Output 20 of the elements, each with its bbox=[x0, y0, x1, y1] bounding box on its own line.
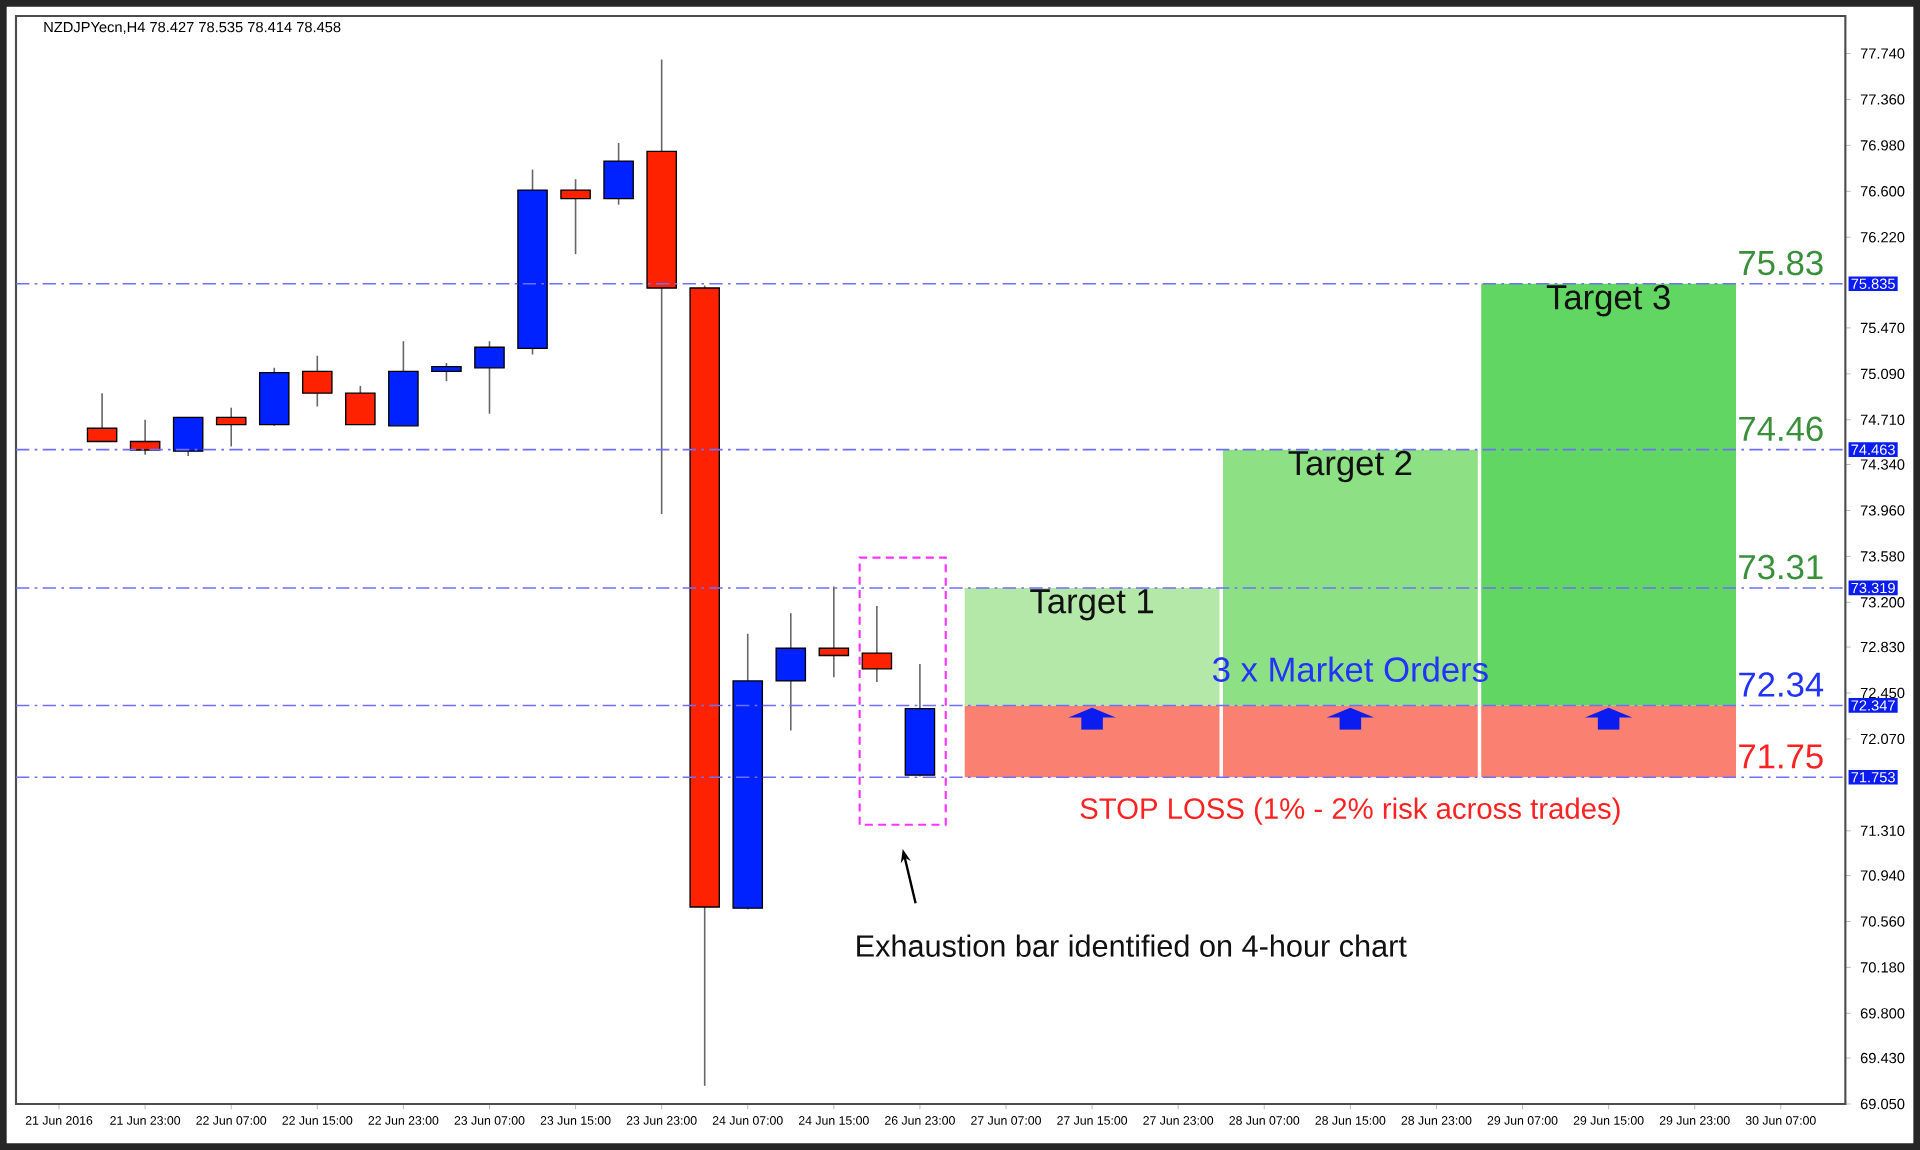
annotation: 73.31 bbox=[1739, 554, 1823, 580]
annotation: 72.34 bbox=[1739, 672, 1824, 697]
annotation: Target 2 bbox=[1288, 450, 1412, 483]
annotation: Target 1 bbox=[1030, 589, 1154, 621]
annotation: 71.75 bbox=[1739, 744, 1823, 769]
annotation: Target 3 bbox=[1546, 284, 1670, 317]
candlestick bbox=[775, 612, 807, 732]
candlestick bbox=[861, 605, 893, 683]
candlestick bbox=[129, 418, 161, 456]
annotation: Exhaustion bar identified on 4-hour chart bbox=[857, 934, 1407, 957]
annotation: 75.83 bbox=[1739, 250, 1823, 276]
candlestick bbox=[215, 406, 247, 448]
annotation: 74.46 bbox=[1739, 416, 1823, 442]
candlestick bbox=[646, 58, 677, 515]
candlestick bbox=[388, 340, 419, 427]
candlestick bbox=[818, 585, 850, 679]
annotation: STOP LOSS (1% - 2% risk across trades) bbox=[1080, 797, 1620, 825]
candlestick bbox=[172, 416, 204, 457]
candlestick bbox=[258, 367, 290, 426]
candlestick bbox=[86, 392, 118, 443]
